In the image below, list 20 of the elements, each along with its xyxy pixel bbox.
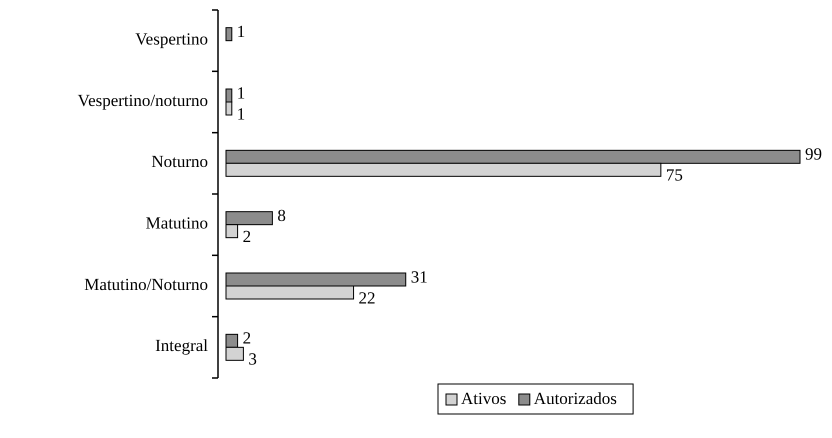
bar <box>226 27 232 42</box>
data-label: 2 <box>242 328 252 348</box>
data-label: 31 <box>410 267 428 286</box>
y-tick-label: Matutino <box>146 214 208 233</box>
data-label: 75 <box>666 166 683 185</box>
y-tick-label: Vespertino <box>135 30 208 49</box>
data-label: 2 <box>242 227 252 246</box>
y-tick-label: Integral <box>155 336 208 356</box>
data-label: 1 <box>236 83 246 102</box>
legend-label: Ativos <box>461 388 506 408</box>
legend-label: Autorizados <box>534 388 617 408</box>
data-label: 8 <box>277 206 286 226</box>
data-label: 3 <box>248 350 257 369</box>
data-label: 1 <box>236 22 246 42</box>
data-label: 99 <box>805 144 822 164</box>
y-tick-label: Vespertino/noturno <box>78 90 208 110</box>
data-label: 1 <box>236 104 246 124</box>
y-tick-label: Noturno <box>151 152 208 172</box>
y-tick-label: Matutino/Noturno <box>84 274 208 294</box>
data-label: 22 <box>358 288 376 308</box>
